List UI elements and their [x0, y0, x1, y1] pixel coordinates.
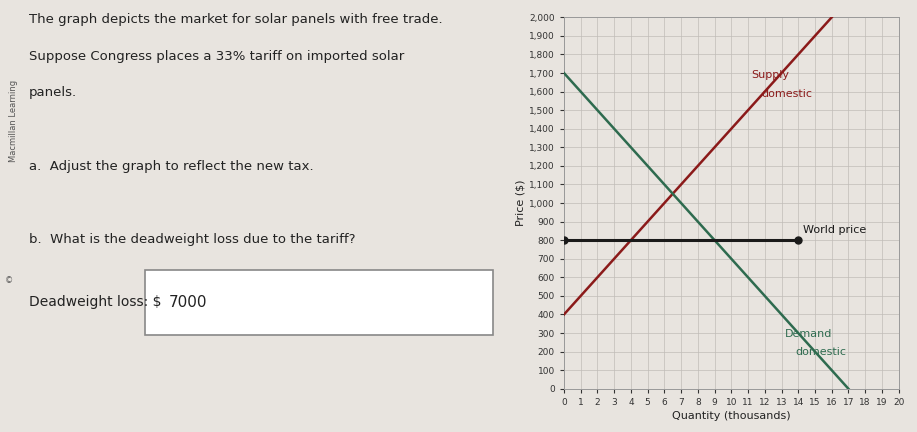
X-axis label: Quantity (thousands): Quantity (thousands): [672, 411, 790, 421]
Text: The graph depicts the market for solar panels with free trade.: The graph depicts the market for solar p…: [29, 13, 443, 26]
Text: World price: World price: [803, 225, 867, 235]
Text: Demand: Demand: [785, 329, 833, 339]
Text: 7000: 7000: [169, 295, 207, 310]
Text: panels.: panels.: [29, 86, 77, 99]
Text: Supply: Supply: [751, 70, 790, 80]
Y-axis label: Price ($): Price ($): [515, 180, 525, 226]
FancyBboxPatch shape: [145, 270, 493, 335]
Text: domestic: domestic: [795, 347, 845, 357]
Text: a.  Adjust the graph to reflect the new tax.: a. Adjust the graph to reflect the new t…: [29, 160, 314, 173]
Text: Deadweight loss: $: Deadweight loss: $: [29, 295, 161, 309]
Text: ©: ©: [6, 276, 14, 285]
Text: Suppose Congress places a 33% tariff on imported solar: Suppose Congress places a 33% tariff on …: [29, 50, 404, 63]
Text: Macmillan Learning: Macmillan Learning: [9, 80, 18, 162]
Text: domestic: domestic: [761, 89, 812, 99]
Text: b.  What is the deadweight loss due to the tariff?: b. What is the deadweight loss due to th…: [29, 233, 356, 246]
